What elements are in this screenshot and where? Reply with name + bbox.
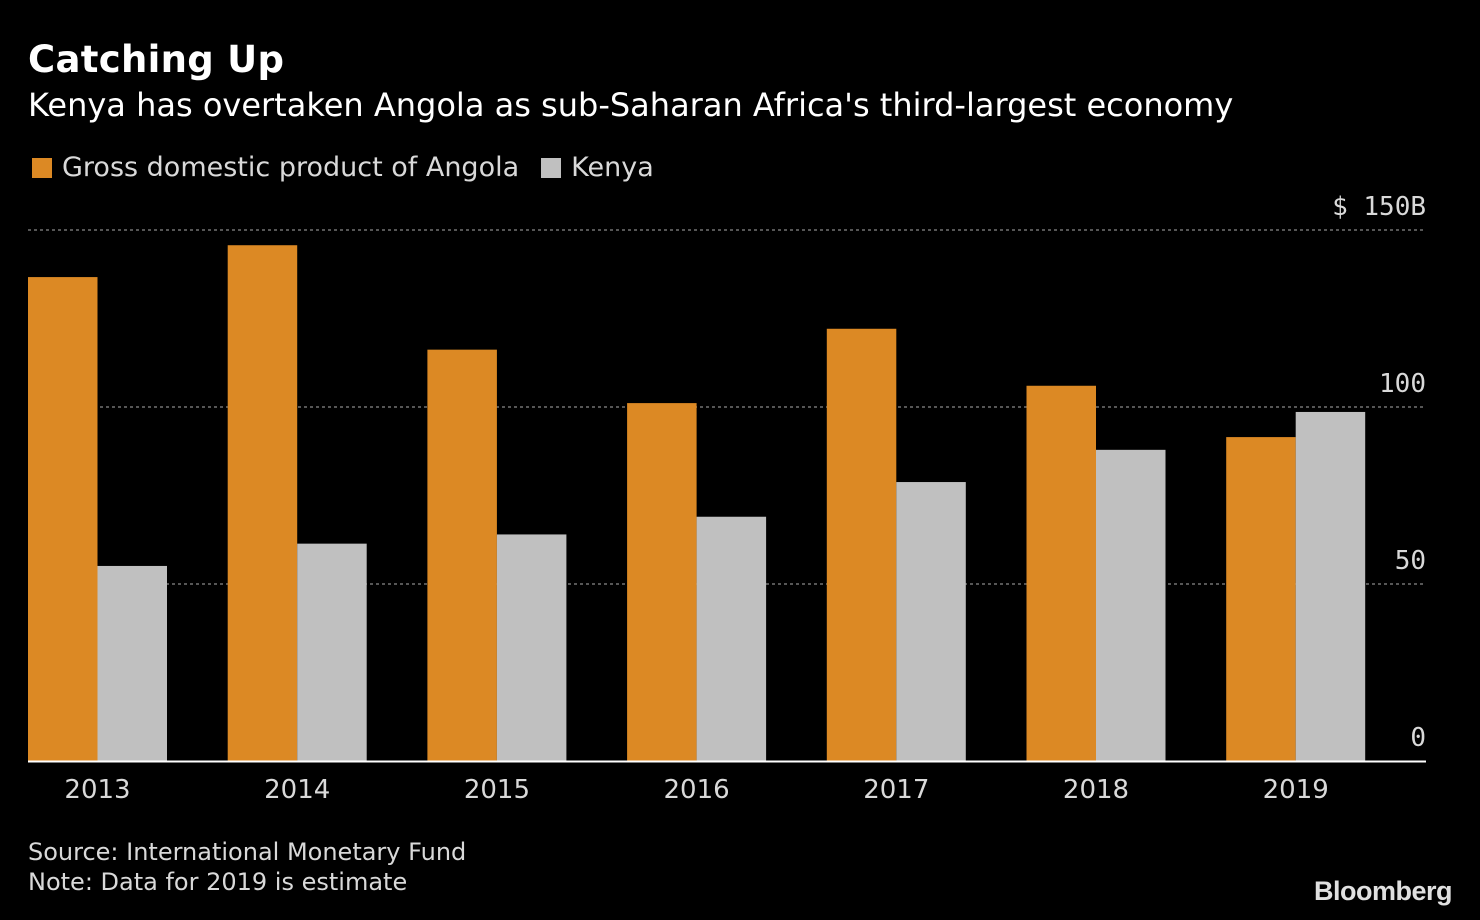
chart-title: Catching Up	[28, 38, 285, 81]
bar-kenya-2013	[97, 565, 167, 761]
bar-kenya-2019	[1295, 411, 1366, 761]
x-tick-label-2017: 2017	[863, 775, 929, 805]
legend-item-angola: Gross domestic product of Angola	[32, 152, 519, 183]
bar-kenya-2017	[896, 482, 966, 761]
x-tick-label-2016: 2016	[664, 775, 730, 805]
chart-subtitle: Kenya has overtaken Angola as sub-Sahara…	[28, 86, 1234, 124]
bar-angola-2017	[826, 328, 897, 761]
y-tick-label-100: 100	[1379, 369, 1426, 399]
legend-label-kenya: Kenya	[571, 152, 654, 183]
bar-angola-2013	[28, 277, 98, 761]
bloomberg-logo: Bloomberg	[1313, 876, 1453, 906]
legend: Gross domestic product of Angola Kenya	[32, 152, 676, 183]
estimate-note: Note: Data for 2019 is estimate	[28, 868, 408, 896]
x-tick-label-2015: 2015	[464, 775, 530, 805]
bar-kenya-2014	[297, 543, 367, 761]
y-tick-label-150: $ 150B	[1332, 192, 1426, 222]
bar-kenya-2018	[1096, 449, 1166, 761]
legend-swatch-angola	[32, 157, 52, 178]
bar-angola-2014	[227, 245, 298, 762]
legend-item-kenya: Kenya	[541, 152, 654, 183]
bar-angola-2015	[427, 349, 497, 761]
x-tick-label-2018: 2018	[1063, 775, 1129, 805]
x-tick-label-2013: 2013	[64, 775, 130, 805]
legend-label-angola: Gross domestic product of Angola	[62, 152, 520, 183]
bar-kenya-2015	[496, 534, 567, 761]
bar-kenya-2016	[696, 516, 767, 761]
source-note: Source: International Monetary Fund	[28, 838, 467, 866]
bar-angola-2019	[1226, 437, 1296, 761]
y-tick-label-0: 0	[1410, 723, 1426, 753]
x-tick-label-2019: 2019	[1263, 775, 1329, 805]
x-tick-label-2014: 2014	[264, 775, 330, 805]
y-tick-label-50: 50	[1395, 546, 1426, 576]
bar-angola-2018	[1026, 385, 1096, 761]
legend-swatch-kenya	[541, 157, 562, 178]
bar-angola-2016	[627, 403, 697, 761]
